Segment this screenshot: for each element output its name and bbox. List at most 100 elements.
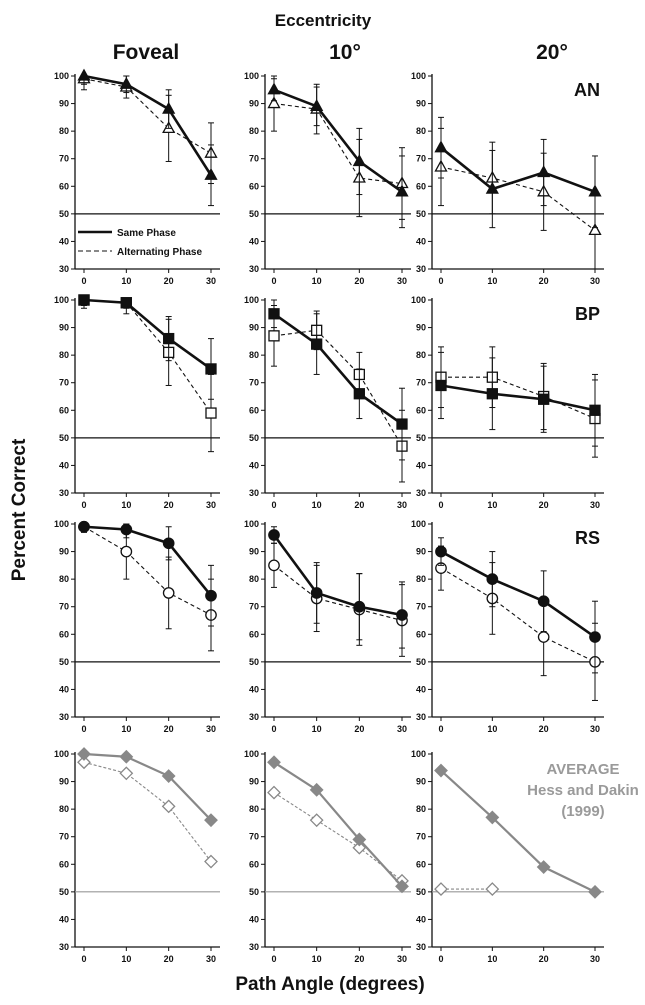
data-point-same-phase <box>162 537 175 550</box>
data-point-same-phase <box>267 82 281 95</box>
y-tick-label: 50 <box>249 209 259 219</box>
x-tick-label: 30 <box>590 276 600 286</box>
y-tick-label: 50 <box>59 657 69 667</box>
y-tick-label: 40 <box>249 460 259 470</box>
y-tick-label: 30 <box>249 488 259 498</box>
data-point-same-phase <box>161 769 176 783</box>
data-point-alternating-phase <box>77 755 91 770</box>
data-point-alternating-phase <box>537 631 550 643</box>
data-point-alternating-phase <box>119 766 134 781</box>
data-point-same-phase <box>120 297 132 309</box>
y-tick-label: 80 <box>59 350 69 360</box>
average-note-line-2: Hess and Dakin <box>527 782 639 799</box>
y-tick-label: 90 <box>59 323 69 333</box>
data-point-same-phase <box>204 167 218 180</box>
average-note-line-1: AVERAGE <box>546 761 619 778</box>
y-tick-label: 30 <box>416 488 426 498</box>
x-tick-label: 10 <box>312 276 322 286</box>
x-tick-label: 20 <box>539 724 549 734</box>
data-point-same-phase <box>78 294 90 306</box>
x-tick-label: 10 <box>487 954 497 964</box>
data-point-alternating-phase <box>267 96 281 109</box>
series-line-alternating-phase <box>440 166 596 231</box>
y-tick-label: 40 <box>416 236 426 246</box>
y-tick-label: 60 <box>249 405 259 415</box>
data-point-same-phase <box>162 101 176 114</box>
data-point-alternating-phase <box>204 854 218 869</box>
y-tick-label: 100 <box>244 71 259 81</box>
y-tick-label: 60 <box>249 181 259 191</box>
x-tick-label: 30 <box>397 500 407 510</box>
y-tick-label: 100 <box>244 749 259 759</box>
y-tick-label: 70 <box>416 154 426 164</box>
y-tick-label: 30 <box>59 942 69 952</box>
y-tick-label: 60 <box>249 859 259 869</box>
data-point-same-phase <box>205 589 217 602</box>
legend-label-alternating-phase: Alternating Phase <box>117 247 202 258</box>
data-point-same-phase <box>396 609 408 621</box>
y-tick-label: 80 <box>416 126 426 136</box>
x-tick-label: 20 <box>164 500 174 510</box>
y-tick-label: 70 <box>416 832 426 842</box>
data-point-same-phase <box>395 184 409 197</box>
y-tick-label: 100 <box>54 519 69 529</box>
x-tick-label: 30 <box>397 276 407 286</box>
x-tick-label: 0 <box>438 500 443 510</box>
x-tick-label: 30 <box>397 724 407 734</box>
panel-average-foveal: 30 40 50 60 70 80 90 100 0 10 20 30 <box>54 747 220 964</box>
data-point-same-phase <box>538 393 550 405</box>
data-point-same-phase <box>485 810 500 825</box>
panel-average-10: 30 40 50 60 70 80 90 100 0 10 20 30 <box>244 749 411 964</box>
panel-rs-foveal: 30 40 50 60 70 80 90 100 0 10 20 30 <box>54 519 220 734</box>
series-line-same-phase <box>83 752 212 821</box>
y-tick-label: 80 <box>416 574 426 584</box>
y-tick-label: 50 <box>416 433 426 443</box>
y-tick-label: 60 <box>249 629 259 639</box>
x-tick-label: 30 <box>590 954 600 964</box>
data-point-same-phase <box>268 529 280 541</box>
y-tick-label: 60 <box>416 859 426 869</box>
y-tick-label: 60 <box>59 181 69 191</box>
data-point-same-phase <box>205 363 217 375</box>
panel-an-10: 30 40 50 60 70 80 90 100 0 10 20 30 <box>244 71 411 286</box>
data-point-same-phase <box>120 523 133 536</box>
y-tick-label: 100 <box>244 519 259 529</box>
data-point-same-phase <box>310 587 323 599</box>
series-line-same-phase <box>440 550 596 639</box>
y-axis-title: Percent Correct <box>9 438 30 581</box>
data-point-same-phase <box>434 763 448 778</box>
y-tick-label: 70 <box>249 378 259 388</box>
data-point-same-phase <box>485 181 499 194</box>
y-tick-label: 50 <box>249 887 259 897</box>
data-point-same-phase <box>119 76 133 89</box>
y-tick-label: 50 <box>249 657 259 667</box>
data-point-same-phase <box>78 520 90 533</box>
series-line-same-phase <box>83 525 213 597</box>
x-tick-label: 20 <box>354 500 364 510</box>
y-tick-label: 50 <box>416 887 426 897</box>
y-tick-label: 80 <box>59 126 69 136</box>
y-tick-label: 60 <box>59 405 69 415</box>
x-tick-label: 20 <box>164 276 174 286</box>
y-tick-label: 40 <box>59 236 69 246</box>
y-tick-label: 30 <box>249 264 259 274</box>
data-point-alternating-phase <box>162 587 175 599</box>
data-point-alternating-phase <box>352 840 367 855</box>
y-tick-label: 30 <box>59 264 69 274</box>
x-tick-label: 0 <box>438 276 443 286</box>
data-point-alternating-phase <box>268 330 280 342</box>
y-tick-label: 30 <box>249 712 259 722</box>
y-tick-label: 50 <box>416 209 426 219</box>
x-tick-label: 20 <box>164 954 174 964</box>
y-tick-label: 100 <box>411 295 426 305</box>
y-tick-label: 40 <box>249 914 259 924</box>
x-tick-label: 10 <box>121 500 131 510</box>
data-point-same-phase <box>589 631 601 643</box>
x-tick-label: 10 <box>312 500 322 510</box>
panel-rs-20: 30 40 50 60 70 80 90 100 0 10 20 30 RS <box>411 519 604 734</box>
data-point-same-phase <box>267 755 281 770</box>
x-tick-label: 30 <box>206 954 216 964</box>
y-tick-label: 100 <box>54 749 69 759</box>
